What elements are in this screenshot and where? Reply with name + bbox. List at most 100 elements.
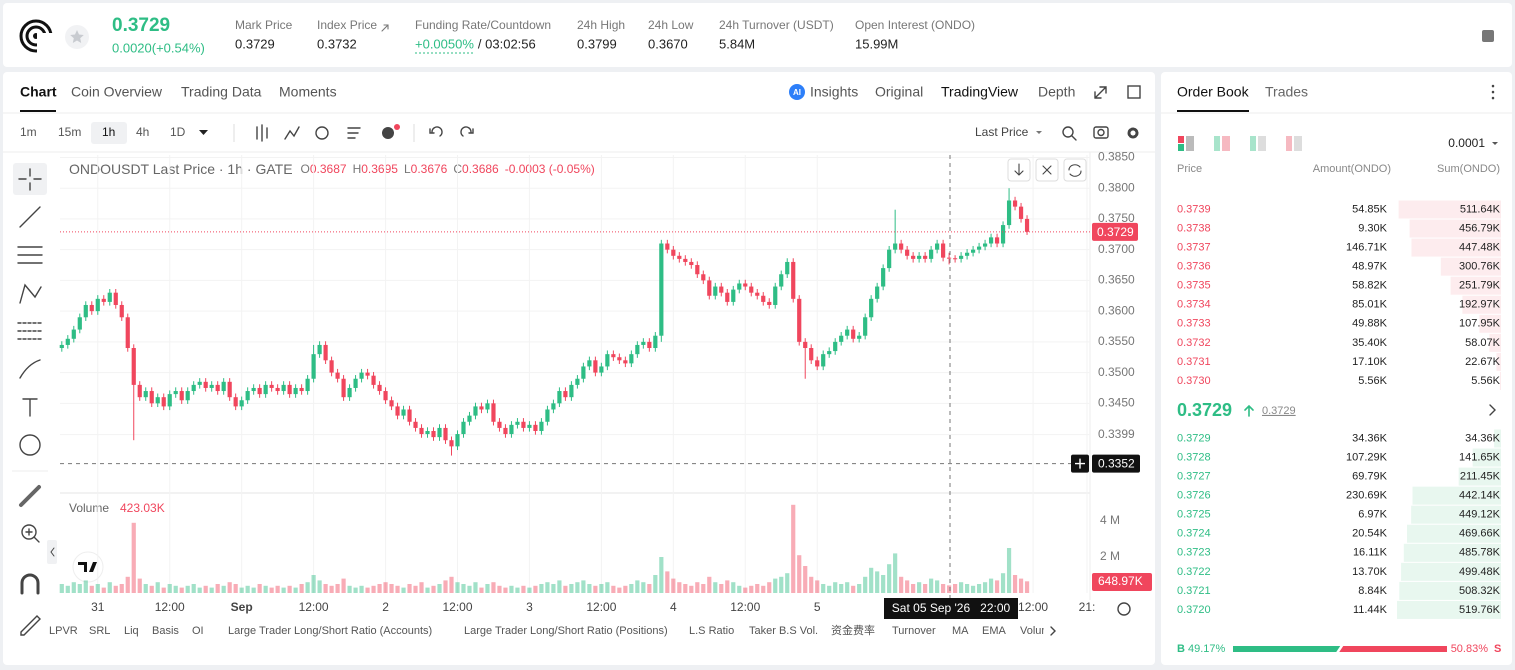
volume-bar	[335, 584, 340, 593]
volume-bar	[623, 585, 628, 593]
depth-bar	[1399, 581, 1501, 600]
candle-body	[317, 344, 322, 355]
volume-bar	[599, 584, 604, 593]
logo[interactable]	[19, 19, 53, 53]
volume-bar	[767, 582, 772, 593]
interval[interactable]: 1D	[170, 125, 186, 139]
book-tab[interactable]: Trades	[1265, 84, 1308, 100]
candle-body	[851, 329, 856, 339]
book-price: 0.3723	[1177, 547, 1211, 559]
view-tab[interactable]: Depth	[1038, 84, 1075, 100]
volume-bar	[689, 585, 694, 593]
toolbar-icons[interactable]	[256, 124, 474, 142]
book-tab[interactable]: Order Book	[1177, 84, 1250, 100]
tab[interactable]: Coin Overview	[71, 84, 163, 100]
book-amount: 9.30K	[1358, 222, 1387, 234]
candle-body	[749, 286, 754, 293]
volume-bar	[731, 582, 736, 593]
y-tick-label: 0.3399	[1098, 427, 1135, 441]
tab[interactable]: Chart	[20, 84, 57, 100]
interval[interactable]: 1m	[20, 125, 37, 139]
candle-body	[257, 387, 262, 395]
legend-key: O	[301, 162, 310, 176]
depth-bar	[1412, 486, 1501, 505]
indicator[interactable]: MA	[952, 625, 969, 637]
indicator[interactable]: Basis	[152, 625, 179, 637]
book-amount: 49.88K	[1352, 318, 1388, 330]
book-price: 0.3720	[1177, 604, 1211, 616]
chart-tool-icons[interactable]	[1062, 126, 1139, 141]
book-icon[interactable]	[1482, 30, 1494, 42]
volume-bar	[611, 585, 616, 593]
precision[interactable]: 0.0001	[1448, 136, 1485, 150]
indicator[interactable]: Taker B.S Vol.	[749, 625, 818, 637]
ai-icon	[789, 84, 805, 100]
chart-title: ONDOUSDT Last Price · 1h · GATE	[69, 161, 293, 177]
indicators-more[interactable]	[1050, 626, 1056, 636]
indicator[interactable]: Liq	[124, 625, 139, 637]
tab[interactable]: Moments	[279, 84, 337, 100]
book-mode-icons[interactable]	[1178, 136, 1302, 151]
volume-bar	[982, 582, 988, 593]
interval[interactable]: 1h	[102, 125, 115, 139]
indicator[interactable]: Volume	[1020, 625, 1057, 637]
candle-body	[994, 237, 1000, 244]
view-tab[interactable]: Insights	[810, 84, 858, 100]
volume-bar	[485, 584, 490, 593]
candle-body	[155, 397, 160, 404]
candle-body	[575, 378, 580, 385]
candle-body	[917, 255, 922, 259]
volume-bar	[899, 576, 904, 593]
expand-icon[interactable]	[1094, 86, 1107, 99]
collapse-tab[interactable]	[47, 540, 57, 564]
volume-bar	[593, 585, 598, 593]
candle-body	[1024, 218, 1030, 232]
indicator[interactable]: Large Trader Long/Short Ratio (Positions…	[464, 625, 668, 637]
chart-buttons[interactable]	[1007, 158, 1087, 182]
stat-label: 24h Turnover (USDT)	[719, 18, 834, 32]
window-icon[interactable]	[1127, 85, 1141, 99]
candle-body	[551, 403, 556, 410]
volume-bar	[976, 584, 982, 593]
indicator[interactable]: EMA	[982, 625, 1007, 637]
chevron[interactable]	[1489, 404, 1496, 416]
interval[interactable]: 15m	[58, 125, 81, 139]
volume-bar	[827, 585, 832, 593]
indicator[interactable]: L.S Ratio	[689, 625, 734, 637]
depth-bar	[1489, 333, 1501, 352]
indicator[interactable]: 资金费率	[831, 623, 875, 637]
candle-body	[467, 415, 472, 422]
precision-arrow	[1492, 142, 1498, 145]
volume-bar	[203, 585, 208, 593]
candle-body	[731, 289, 736, 302]
view-tab[interactable]: Original	[875, 84, 923, 100]
indicator[interactable]: Large Trader Long/Short Ratio (Accounts)	[228, 625, 432, 637]
candle-body	[305, 378, 310, 392]
depth-bar	[1398, 200, 1501, 219]
buy-ratio: 49.17%	[1188, 643, 1226, 655]
indicator[interactable]: SRL	[89, 625, 110, 637]
tab[interactable]: Trading Data	[181, 84, 262, 100]
view-tab[interactable]: TradingView	[941, 84, 1019, 100]
candle-body	[143, 391, 148, 398]
volume-bar	[341, 578, 346, 593]
book-sum: 211.45K	[1460, 471, 1501, 483]
price-type[interactable]: Last Price	[975, 125, 1029, 139]
volume-bar	[383, 582, 388, 593]
volume-bar	[755, 584, 760, 593]
book-sum: 58.07K	[1465, 337, 1501, 349]
volume-bar	[707, 576, 712, 593]
indicator[interactable]: Turnover	[892, 625, 936, 637]
interval[interactable]: 4h	[136, 125, 149, 139]
stat-label: Funding Rate/Countdown	[415, 18, 551, 32]
volume-bar	[113, 585, 118, 593]
indicator[interactable]: LPVR	[49, 625, 78, 637]
indicator[interactable]: OI	[192, 625, 204, 637]
candle-body	[581, 366, 586, 379]
settings-icon[interactable]	[1117, 602, 1131, 616]
drawing-tools[interactable]	[17, 168, 43, 636]
dropdown-arrow[interactable]	[199, 130, 208, 135]
candle-body	[779, 274, 784, 287]
candle-body	[707, 280, 712, 296]
